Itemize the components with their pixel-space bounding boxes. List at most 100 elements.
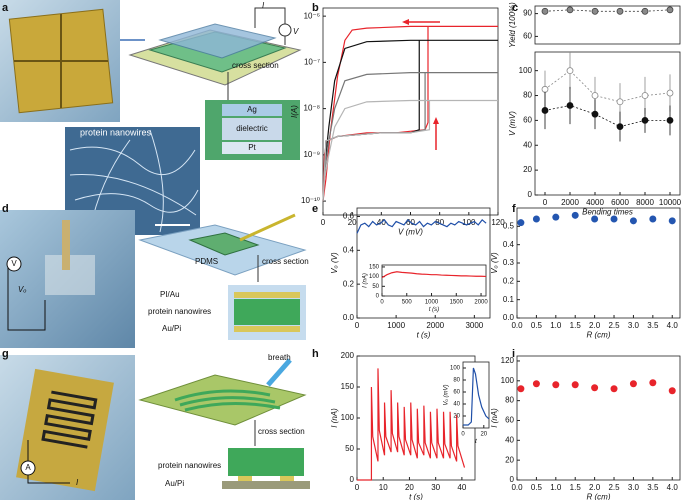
y-tick-label: 90 [523,9,532,18]
label-meter: V [11,259,17,268]
data-point [649,379,657,387]
x-tick-label: 2000 [561,198,579,207]
label-au-pi: Au/Pi [165,479,184,488]
data-point [541,107,549,114]
plot-frame [322,7,499,216]
y-tick-label: 40 [453,402,460,408]
label-cross-section: cross section [232,61,279,70]
y-tick-label: 10⁻⁶ [304,11,320,20]
label-nanowires: protein nanowires [158,461,221,470]
x-axis-label: Bending times [582,208,633,217]
y-tick-label: 20 [505,455,514,464]
electrode [238,476,252,481]
x-tick-label: 2.5 [608,321,620,330]
data-point [591,7,599,15]
label-current: I [76,478,79,487]
x-tick-label: 4.0 [667,321,679,330]
x-tick-label: 1.0 [550,321,562,330]
series-line [322,25,498,202]
data-point [616,98,624,106]
x-tick-label: 4.0 [667,483,679,492]
y-axis-label: I(A) [290,105,299,118]
x-tick-label: 2.5 [608,483,620,492]
y-tick-label: 20 [523,165,532,174]
label-nanowires: protein nanowires [148,307,211,316]
data-point [616,7,624,15]
y-tick-label: 100 [450,366,461,372]
data-point [610,215,618,223]
y-axis-label: Vₒ (mV) [444,384,450,405]
label-cross-section: cross section [262,257,309,266]
label-ag: Ag [247,105,257,114]
y-tick-label: 200 [341,351,355,360]
label-voltage: V [293,27,299,36]
data-point [666,6,674,14]
x-tick-label: 2000 [474,300,488,306]
layer-pi-au [234,292,300,298]
x-tick-label: 1000 [387,321,405,330]
y-tick-label: 0 [350,475,355,484]
data-point [541,7,549,15]
y-tick-label: 100 [341,413,355,422]
panel-label: i [512,348,515,360]
label-au-pi: Au/Pi [162,324,181,333]
panel-label: h [312,348,319,360]
series-line [322,72,498,202]
x-axis-label: t [475,439,477,445]
x-tick-label: 3.0 [628,321,640,330]
y-tick-label: 60 [523,32,532,41]
plot-frame [516,355,681,481]
x-tick-label: 20 [405,483,414,492]
x-tick-label: 80 [435,218,444,227]
series-line [544,70,671,103]
y-tick-label: 100 [519,66,533,75]
data-point [641,116,649,124]
data-point [571,381,579,389]
y-tick-label: 0.3 [503,258,515,267]
x-tick-label: 0.0 [511,483,523,492]
x-tick-label: 0 [355,321,360,330]
x-tick-label: 2.0 [589,321,601,330]
x-axis-label: R (cm) [587,331,611,340]
x-tick-label: 1000 [425,300,439,306]
y-tick-label: 0.0 [503,313,515,322]
x-tick-label: 2000 [426,321,444,330]
panel-label: d [2,203,9,215]
data-point [532,215,540,223]
data-point [517,385,525,393]
y-axis-label: Vₒ (V) [490,252,499,274]
x-tick-label: 0 [321,218,326,227]
plot-frame [462,361,490,429]
y-axis-label: V (mV) [508,111,517,136]
x-tick-label: 0 [380,300,384,306]
x-tick-label: 20 [348,218,357,227]
y-axis-label: I (nA) [490,408,499,428]
label-pdms: PDMS [195,257,218,266]
y-tick-label: 80 [523,91,532,100]
series-line [381,271,487,279]
y-axis-label: I (nA) [363,273,369,288]
y-tick-label: 80 [453,378,460,384]
x-axis-label: t (s) [409,493,423,500]
y-tick-label: 0.4 [343,245,355,254]
y-tick-label: 50 [372,284,379,290]
series-line [322,39,498,202]
data-point [668,217,676,225]
x-tick-label: 1.0 [550,483,562,492]
series-line [463,367,490,426]
y-tick-label: 80 [505,396,514,405]
substrate [138,374,307,426]
y-tick-label: 0.0 [343,313,355,322]
data-point [552,213,560,221]
y-tick-label: 0.1 [503,295,515,304]
y-tick-label: 20 [453,414,460,420]
layer-nanowires [234,299,300,325]
x-tick-label: 0.5 [531,321,543,330]
data-point [668,387,676,395]
y-tick-label: 100 [501,376,515,385]
electrode [280,476,294,481]
x-tick-label: 3.5 [647,321,659,330]
data-point [591,384,599,392]
data-point [616,123,624,131]
